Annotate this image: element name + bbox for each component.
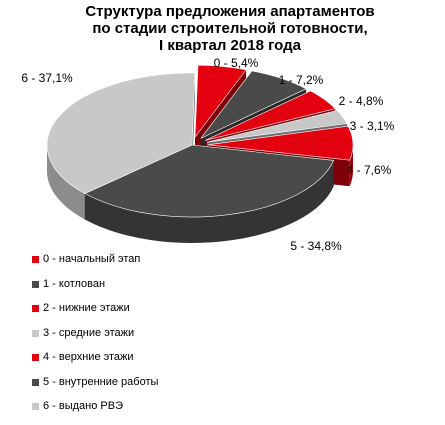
legend-item-1: 1 - котлован (32, 278, 158, 303)
legend-swatch-1 (32, 280, 39, 288)
slice-label-5: 5 - 34,8% (290, 239, 342, 253)
legend-swatch-3 (32, 329, 39, 337)
legend-swatch-6 (32, 403, 39, 410)
pie-slice-5 (84, 144, 335, 218)
legend-label-4: 4 - верхние этажи (43, 351, 134, 363)
legend-label-6: 6 - выдано РВЭ (43, 400, 124, 412)
slice-label-0: 0 - 5,4% (214, 56, 259, 70)
pie-slice-1 (200, 70, 307, 139)
legend-item-0: 0 - начальный этап (32, 253, 158, 278)
legend-item-3: 3 - средние этажи (32, 327, 158, 352)
pie-slice-side-4 (349, 144, 353, 187)
legend-label-1: 1 - котлован (43, 277, 106, 290)
legend-item-5: 5 - внутренние работы (32, 376, 158, 401)
pie-slice-3 (206, 110, 348, 143)
slice-label-3: 3 - 3,1% (350, 119, 395, 133)
pie-slice-2 (205, 90, 336, 141)
legend-swatch-5 (32, 378, 39, 386)
legend-label-0: 0 - начальный этап (43, 253, 141, 265)
pie-slice-0 (194, 64, 247, 139)
pie-slice-4 (207, 125, 354, 161)
pie-slice-6 (46, 72, 196, 194)
slice-label-6: 6 - 37,1% (21, 71, 73, 85)
legend-label-2: 2 - нижние этажи (43, 302, 130, 314)
chart-title-line-3: I квартал 2018 года (159, 37, 301, 54)
legend-swatch-4 (32, 354, 39, 361)
legend-swatch-0 (32, 256, 39, 263)
pie-slice-side-5 (84, 160, 334, 243)
chart-title-line-1: Структура предложения апартаментов (85, 3, 375, 20)
slice-label-1: 1 - 7,2% (279, 73, 324, 87)
slice-label-4: 4 - 7,6% (347, 163, 392, 177)
legend-label-5: 5 - внутренние работы (43, 375, 159, 388)
legend-item-6: 6 - выдано РВЭ (32, 400, 158, 425)
chart-title-line-2: по стадии строительной готовности, (92, 20, 368, 37)
chart-legend: 0 - начальный этап 1 - котлован 2 - нижние… (32, 253, 158, 425)
slice-label-2: 2 - 4,8% (339, 94, 384, 108)
pie-tops (46, 64, 354, 218)
pie-slice-side-6 (47, 145, 85, 220)
legend-item-2: 2 - нижние этажи (32, 302, 158, 327)
legend-item-4: 4 - верхние этажи (32, 351, 158, 376)
legend-swatch-2 (32, 305, 39, 312)
chart-title: Структура предложения апартаментов по ст… (60, 3, 400, 54)
legend-label-3: 3 - средние этажи (43, 326, 135, 339)
